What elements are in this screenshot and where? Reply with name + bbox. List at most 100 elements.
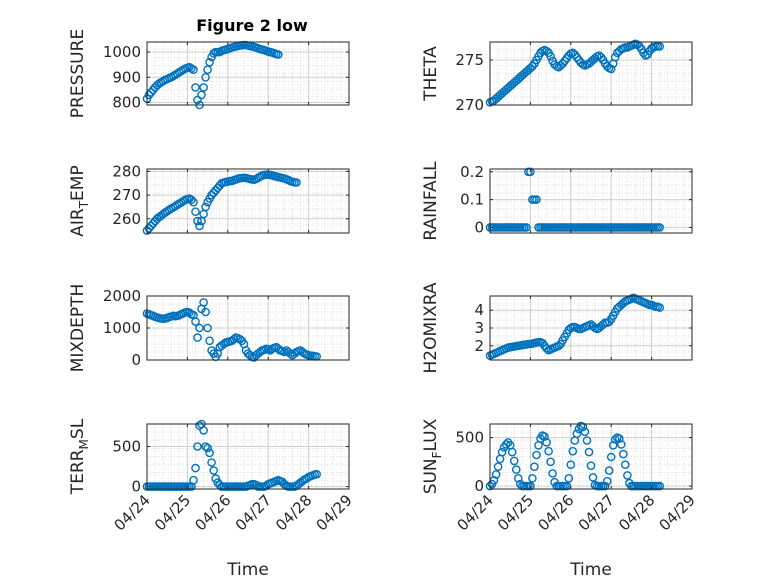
data-point	[189, 65, 198, 74]
data-point	[501, 440, 511, 449]
y-tick-label: 3	[474, 319, 484, 337]
data-point	[584, 447, 594, 457]
subplot-theta: 270 275 THETA	[421, 39, 693, 114]
data-point	[526, 481, 535, 491]
y-tick-label: 500	[455, 429, 484, 447]
figure-title: Figure 2 low	[196, 16, 308, 35]
data-point	[211, 474, 220, 483]
data-point	[507, 447, 517, 457]
data-point	[617, 440, 626, 449]
data-point	[193, 216, 202, 226]
data-point	[512, 465, 521, 474]
axes-box	[146, 168, 350, 234]
data-point	[600, 481, 610, 491]
x-tick-label: 04/24	[454, 491, 497, 534]
x-axis-label: Time	[226, 560, 269, 580]
data-point	[193, 333, 202, 342]
data-point	[197, 90, 206, 100]
x-tick-label: 04/24	[111, 491, 154, 534]
series-markers	[142, 40, 283, 110]
y-tick-label: 900	[112, 68, 141, 86]
data-point	[606, 64, 616, 74]
y-tick-label: 0	[131, 478, 141, 496]
data-point	[292, 178, 301, 187]
series-markers	[485, 39, 665, 107]
y-tick-label: 280	[112, 162, 141, 180]
data-point	[568, 446, 578, 456]
data-point	[205, 336, 214, 346]
data-point	[610, 435, 620, 444]
x-tick-label: 04/25	[151, 491, 194, 534]
subplot-air_temp: 260 270 280 AIRTEMP	[68, 162, 350, 237]
data-point	[546, 457, 555, 467]
data-point	[195, 323, 204, 333]
data-point	[582, 436, 592, 445]
data-point	[195, 221, 204, 231]
data-point	[602, 476, 612, 486]
x-tick-label: 04/27	[232, 491, 275, 534]
data-point	[532, 450, 541, 460]
data-point	[199, 298, 208, 307]
axes-box	[489, 168, 693, 234]
y-tick-label: 0	[131, 351, 141, 369]
y-tick-label: 4	[474, 301, 484, 319]
data-point	[619, 449, 628, 459]
data-point	[189, 475, 198, 485]
data-point	[554, 341, 564, 351]
x-tick-label: 04/25	[494, 491, 537, 534]
data-point	[209, 466, 218, 475]
data-point	[189, 197, 198, 207]
data-point	[312, 469, 322, 479]
data-point	[144, 90, 154, 100]
x-tick-label: 04/29	[313, 491, 356, 534]
x-tick-label: 04/26	[534, 491, 577, 534]
y-tick-label: 0.1	[460, 191, 484, 209]
y-tick-label: 0	[474, 477, 484, 495]
x-tick-label: 04/27	[575, 491, 618, 534]
x-tick-label: 04/26	[191, 491, 234, 534]
series-markers	[142, 298, 322, 362]
data-point	[509, 456, 519, 466]
y-tick-label: 800	[112, 93, 141, 111]
data-point	[544, 446, 553, 456]
y-axis-label: PRESSURE	[68, 29, 88, 118]
data-point	[201, 73, 210, 82]
y-tick-label: 2	[474, 337, 484, 355]
data-point	[201, 442, 210, 451]
y-axis-label: SUNFLUX	[421, 418, 444, 494]
series-markers	[142, 170, 301, 235]
axes-layer: 800 900 1000 PRESSURE 270 275 THETA 260 270 280 AI…	[68, 29, 699, 580]
data-point	[201, 307, 210, 317]
data-point	[566, 460, 576, 470]
y-axis-label: THETA	[421, 46, 441, 102]
data-point	[497, 447, 507, 457]
data-point	[491, 470, 501, 479]
series-markers	[142, 419, 322, 491]
data-point	[286, 349, 295, 358]
data-point	[191, 207, 200, 216]
data-point	[655, 42, 665, 51]
y-axis-label: RAINFALL	[421, 161, 441, 241]
data-point	[588, 473, 598, 482]
y-tick-label: 0	[474, 218, 484, 236]
data-point	[191, 463, 200, 473]
data-point	[199, 83, 208, 92]
data-point	[193, 442, 202, 451]
data-point	[608, 440, 618, 450]
y-tick-label: 275	[455, 51, 484, 69]
data-point	[526, 167, 535, 177]
data-point	[280, 347, 289, 357]
data-point	[532, 195, 541, 204]
data-point	[203, 323, 212, 333]
data-point	[578, 422, 588, 432]
y-tick-label: 500	[112, 437, 141, 455]
series-markers	[485, 293, 665, 360]
data-point	[203, 443, 212, 453]
axes-box	[146, 41, 350, 106]
y-tick-label: 270	[112, 186, 141, 204]
y-tick-label: 270	[455, 96, 484, 114]
data-point	[207, 458, 216, 467]
data-point	[621, 460, 630, 470]
subplot-rainfall: 0 0.1 0.2 RAINFALL	[421, 161, 693, 241]
